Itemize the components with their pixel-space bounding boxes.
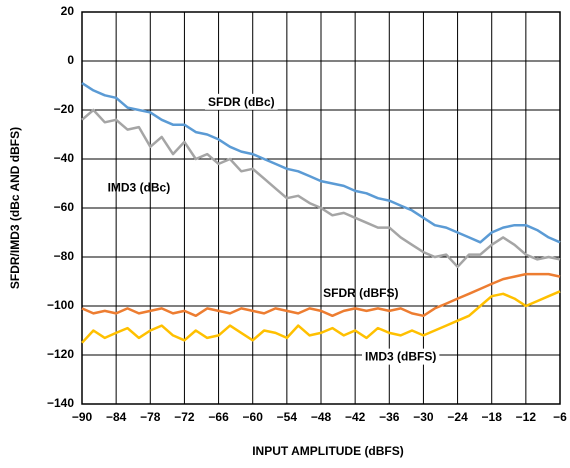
x-tick-label: −60	[243, 410, 264, 424]
x-tick-label: −24	[447, 410, 468, 424]
x-tick-label: −30	[413, 410, 434, 424]
y-tick-label: −40	[54, 151, 75, 165]
x-tick-label: −36	[379, 410, 400, 424]
y-tick-label: −80	[54, 249, 75, 263]
series-label: IMD3 (dBFS)	[365, 350, 436, 364]
series-label: SFDR (dBFS)	[323, 286, 398, 300]
plot-border	[81, 11, 561, 405]
y-tick-label: −120	[47, 347, 74, 361]
y-tick-label: −100	[47, 298, 74, 312]
series-line	[81, 272, 561, 318]
label-background	[204, 93, 278, 110]
x-tick-label: −12	[516, 410, 537, 424]
series-line	[81, 82, 561, 244]
series-label: IMD3 (dBc)	[108, 181, 171, 195]
x-tick-label: −84	[106, 410, 127, 424]
y-axis-title: SFDR/IMD3 (dBc AND dBFS)	[8, 127, 22, 289]
x-tick-label: −54	[277, 410, 298, 424]
series-label: SFDR (dBc)	[208, 95, 275, 109]
x-tick-label: −72	[174, 410, 195, 424]
x-tick-label: −6	[553, 410, 567, 424]
x-tick-label: −78	[140, 410, 161, 424]
x-tick-label: −48	[311, 410, 332, 424]
x-axis-title: INPUT AMPLITUDE (dBFS)	[252, 444, 404, 458]
y-tick-label: −60	[54, 200, 75, 214]
label-background	[362, 348, 440, 365]
x-tick-label: −90	[72, 410, 93, 424]
x-tick-label: −18	[482, 410, 503, 424]
series-line	[81, 290, 561, 344]
x-tick-label: −66	[208, 410, 229, 424]
y-tick-label: −140	[47, 396, 74, 410]
series-line	[81, 108, 561, 269]
y-tick-label: 0	[67, 53, 74, 67]
y-tick-label: −20	[54, 102, 75, 116]
y-tick-label: 20	[61, 4, 75, 18]
x-tick-label: −42	[345, 410, 366, 424]
